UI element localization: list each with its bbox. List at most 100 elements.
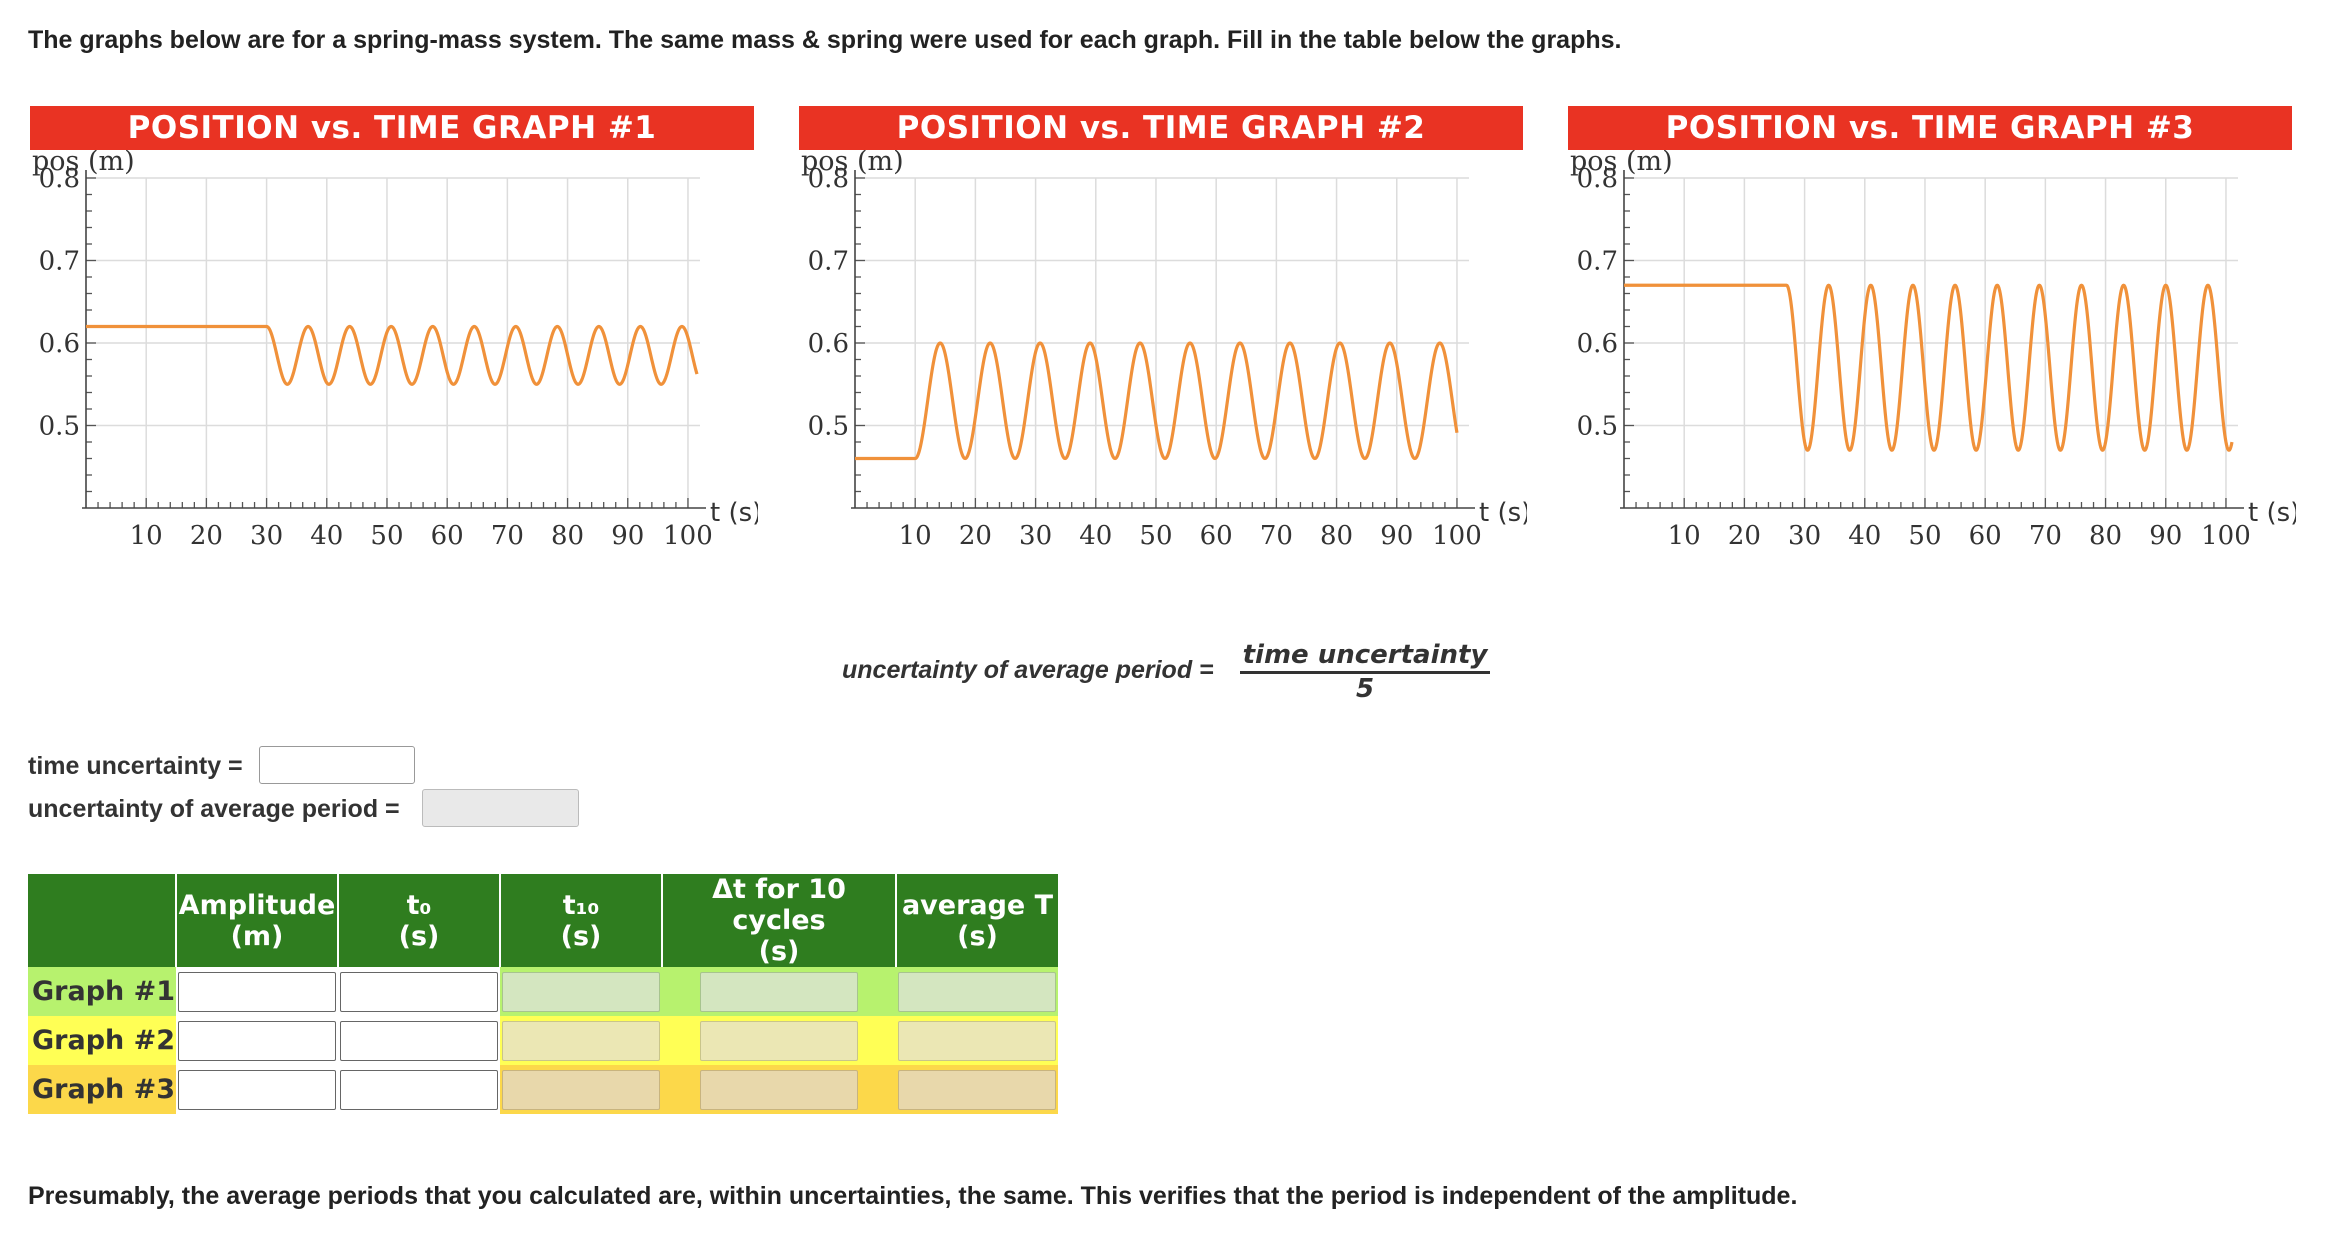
x-tick-label: 40 (1079, 521, 1112, 551)
x-tick-label: 30 (1788, 521, 1821, 551)
position-time-graph-1: POSITION vs. TIME GRAPH #1 10 20 30 40 50 60 7… (28, 106, 758, 556)
cell-wrap (500, 1016, 662, 1065)
t0-input-graph-1[interactable] (340, 971, 498, 1012)
delta-t-output-graph-2 (700, 1020, 858, 1061)
cell-wrap (176, 1016, 338, 1065)
x-tick-label: 20 (1728, 521, 1761, 551)
average-t-output-graph-2 (898, 1020, 1056, 1061)
x-axis-label: t (s) (2248, 498, 2296, 528)
x-tick-label: 100 (663, 521, 713, 551)
table-row-graph-3: Graph #3 (28, 1065, 1058, 1114)
y-tick-label: 0.8 (39, 164, 80, 194)
cell-wrap (896, 1016, 1058, 1065)
position-curve (1624, 283, 2234, 452)
average-t-output-graph-1 (898, 971, 1056, 1012)
t0-input-graph-2[interactable] (340, 1020, 498, 1061)
x-tick-label: 10 (1668, 521, 1701, 551)
row-label-graph-2: Graph #2 (28, 1016, 176, 1065)
y-tick-label: 0.6 (1577, 329, 1618, 359)
amplitude-input-graph-2[interactable] (178, 1020, 336, 1061)
x-tick-label: 100 (1432, 521, 1482, 551)
position-curve (86, 324, 699, 386)
average-t-output-graph-3 (898, 1069, 1056, 1110)
y-tick-label: 0.5 (1577, 412, 1618, 442)
t0-input-graph-3[interactable] (340, 1069, 498, 1110)
graph-3-title: POSITION vs. TIME GRAPH #3 (1568, 106, 2292, 150)
header-t10: t₁₀ (s) (499, 874, 662, 967)
x-tick-label: 20 (190, 521, 223, 551)
t10-output-graph-3 (502, 1069, 660, 1110)
x-tick-label: 50 (1908, 521, 1941, 551)
x-tick-label: 80 (2089, 521, 2122, 551)
y-axis-label: pos (m) (32, 150, 135, 177)
cell-wrap (338, 967, 500, 1016)
position-time-graph-2: POSITION vs. TIME GRAPH #2 10 20 30 40 50 60 7… (797, 106, 1527, 556)
delta-t-output-graph-1 (700, 971, 858, 1012)
y-tick-label: 0.5 (39, 412, 80, 442)
amplitude-input-graph-1[interactable] (178, 971, 336, 1012)
graph-1-title: POSITION vs. TIME GRAPH #1 (30, 106, 754, 150)
cell-wrap (338, 1016, 500, 1065)
x-tick-label: 60 (1969, 521, 2002, 551)
x-tick-label: 40 (1848, 521, 1881, 551)
y-axis-label: pos (m) (1570, 150, 1673, 177)
delta-t-output-graph-3 (700, 1069, 858, 1110)
y-tick-label: 0.7 (39, 247, 80, 277)
header-corner (28, 874, 176, 967)
conclusion-text: Presumably, the average periods that you… (28, 1182, 1798, 1210)
cell-wrap (500, 967, 662, 1016)
graph-2-title: POSITION vs. TIME GRAPH #2 (799, 106, 1523, 150)
cell-wrap (896, 1065, 1058, 1114)
x-tick-label: 30 (250, 521, 283, 551)
x-tick-label: 20 (959, 521, 992, 551)
instructions-text: The graphs below are for a spring-mass s… (28, 26, 1622, 54)
x-tick-label: 100 (2201, 521, 2251, 551)
y-tick-label: 0.6 (808, 329, 849, 359)
time-uncertainty-input[interactable] (259, 746, 415, 784)
y-tick-label: 0.5 (808, 412, 849, 442)
x-tick-label: 90 (2149, 521, 2182, 551)
x-tick-label: 70 (2029, 521, 2062, 551)
x-tick-label: 10 (899, 521, 932, 551)
x-tick-label: 90 (1380, 521, 1413, 551)
header-average-t: average T (s) (895, 874, 1058, 967)
period-uncertainty-output (422, 789, 579, 827)
x-tick-label: 60 (1200, 521, 1233, 551)
x-tick-label: 50 (370, 521, 403, 551)
y-tick-label: 0.8 (808, 164, 849, 194)
cell-wrap (500, 1065, 662, 1114)
time-uncertainty-label: time uncertainty = (28, 752, 243, 780)
formula-fraction: time uncertainty 5 (1240, 640, 1490, 704)
cell-wrap (662, 1065, 896, 1114)
amplitude-input-graph-3[interactable] (178, 1069, 336, 1110)
x-tick-label: 10 (130, 521, 163, 551)
row-label-graph-3: Graph #3 (28, 1065, 176, 1114)
y-axis-label: pos (m) (801, 150, 904, 177)
header-t0: t₀ (s) (337, 874, 500, 967)
position-time-graph-3: POSITION vs. TIME GRAPH #3 10 20 30 40 50 60 7… (1566, 106, 2296, 556)
position-curve (855, 341, 1459, 461)
formula-denominator: 5 (1355, 674, 1375, 704)
y-tick-label: 0.6 (39, 329, 80, 359)
x-tick-label: 50 (1139, 521, 1172, 551)
formula-lhs: uncertainty of average period = (842, 656, 1214, 684)
cell-wrap (662, 967, 896, 1016)
row-label-graph-1: Graph #1 (28, 967, 176, 1016)
period-uncertainty-label: uncertainty of average period = (28, 795, 400, 823)
x-axis-label: t (s) (710, 498, 758, 528)
table-row-graph-1: Graph #1 (28, 967, 1058, 1016)
cell-wrap (338, 1065, 500, 1114)
y-tick-label: 0.7 (1577, 247, 1618, 277)
table-header-row: Amplitude (m) t₀ (s) t₁₀ (s) Δt for 10 cycl… (28, 874, 1058, 967)
x-tick-label: 80 (1320, 521, 1353, 551)
results-table: Amplitude (m) t₀ (s) t₁₀ (s) Δt for 10 cycl… (28, 874, 1058, 1114)
table-row-graph-2: Graph #2 (28, 1016, 1058, 1065)
t10-output-graph-2 (502, 1020, 660, 1061)
header-amplitude: Amplitude (m) (175, 874, 338, 967)
x-tick-label: 70 (1260, 521, 1293, 551)
x-tick-label: 40 (310, 521, 343, 551)
y-tick-label: 0.8 (1577, 164, 1618, 194)
header-delta-t: Δt for 10 cycles (s) (661, 874, 896, 967)
